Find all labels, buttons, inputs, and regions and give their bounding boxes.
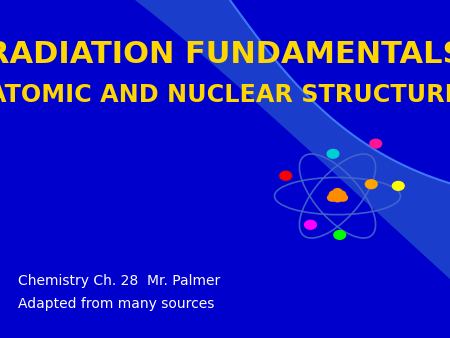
Circle shape <box>328 194 337 201</box>
Circle shape <box>334 231 346 239</box>
Circle shape <box>280 171 292 180</box>
Circle shape <box>329 191 338 198</box>
Circle shape <box>333 189 342 195</box>
Text: Adapted from many sources: Adapted from many sources <box>18 297 214 311</box>
Circle shape <box>327 149 339 158</box>
Circle shape <box>331 193 340 199</box>
Polygon shape <box>126 0 450 287</box>
Circle shape <box>333 195 342 202</box>
Text: ATOMIC AND NUCLEAR STRUCTURE: ATOMIC AND NUCLEAR STRUCTURE <box>0 82 450 107</box>
Circle shape <box>392 182 404 190</box>
Circle shape <box>337 191 346 198</box>
Circle shape <box>370 139 382 148</box>
Circle shape <box>338 194 347 201</box>
Text: Chemistry Ch. 28  Mr. Palmer: Chemistry Ch. 28 Mr. Palmer <box>18 273 220 288</box>
Text: RADIATION FUNDAMENTALS: RADIATION FUNDAMENTALS <box>0 40 450 69</box>
Circle shape <box>365 180 377 189</box>
Circle shape <box>305 220 316 229</box>
